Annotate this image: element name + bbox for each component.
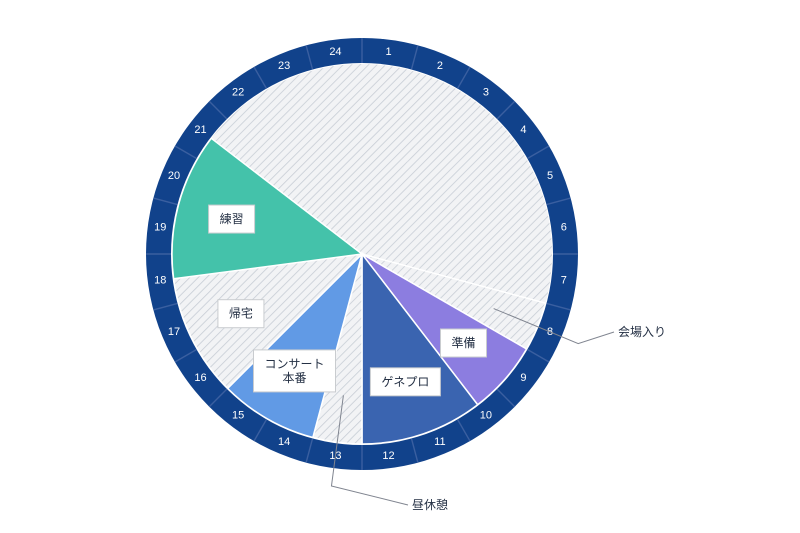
hour-label: 10: [480, 409, 492, 421]
slice-label: 準備: [451, 335, 475, 350]
hour-label: 24: [329, 46, 341, 58]
hour-label: 6: [561, 221, 567, 233]
slice-label: 本番: [282, 371, 306, 385]
hour-label: 12: [382, 450, 394, 462]
hour-label: 20: [168, 170, 180, 182]
hour-label: 7: [561, 275, 567, 287]
hour-label: 9: [520, 372, 526, 384]
slice-label: 帰宅: [229, 306, 253, 321]
hour-label: 14: [278, 436, 290, 448]
hour-label: 2: [437, 60, 443, 72]
hour-label: 18: [154, 275, 166, 287]
hour-label: 4: [520, 124, 526, 136]
slice-label: 会場入り: [618, 325, 666, 339]
hour-label: 17: [168, 326, 180, 338]
hour-label: 3: [483, 87, 489, 99]
hour-label: 19: [154, 221, 166, 233]
hour-label: 22: [232, 87, 244, 99]
hour-label: 15: [232, 409, 244, 421]
schedule-clock-chart: 123456789101112131415161718192021222324会…: [0, 0, 800, 533]
slice-label: 練習: [220, 212, 244, 226]
slice-label: 昼休憩: [412, 497, 448, 512]
hour-label: 1: [385, 46, 391, 58]
hour-label: 23: [278, 60, 290, 72]
slice-label: コンサート: [264, 357, 324, 371]
slice-label: ゲネプロ: [381, 375, 429, 389]
hour-label: 11: [434, 436, 445, 448]
hour-label: 5: [547, 170, 553, 182]
hour-label: 21: [194, 124, 206, 136]
hour-label: 16: [194, 372, 206, 384]
